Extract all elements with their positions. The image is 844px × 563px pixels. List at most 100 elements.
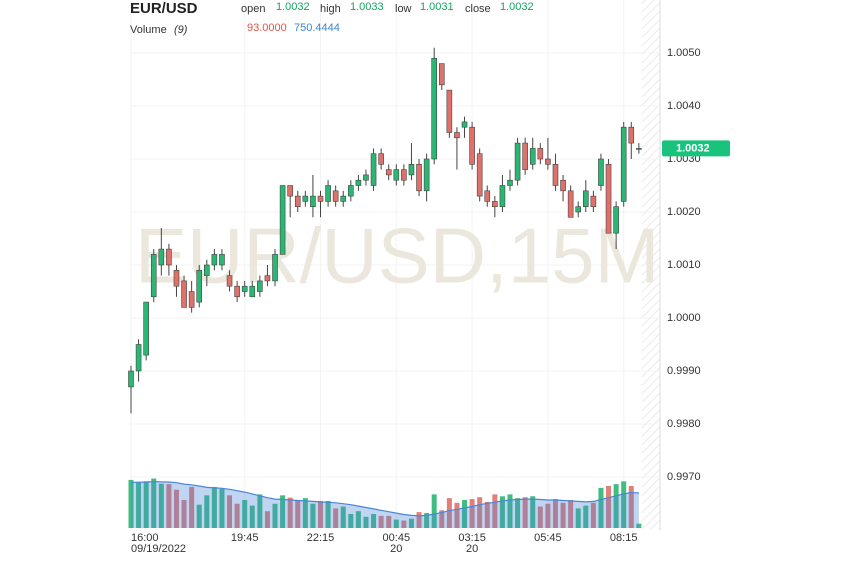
volume-bar [151,478,157,528]
volume-bar [219,488,225,528]
volume-bar [264,511,270,528]
volume-bar [136,481,142,528]
volume-bar [340,506,346,528]
candle-body [598,158,604,186]
candle-body [272,254,278,282]
candle-body [128,370,134,388]
volume-bar [492,494,498,528]
volume-bar [249,505,255,528]
candle-body [234,285,240,298]
x-date-label: 20 [466,543,478,555]
volume-bar [280,495,286,528]
volume-bar [181,500,187,528]
candle-body [529,148,536,165]
volume-bar [439,510,445,528]
volume-bar [575,508,581,528]
x-tick-label: 19:45 [231,532,259,544]
volume-bar [598,487,604,528]
low-value: 1.0031 [420,1,454,13]
volume-bar [257,494,263,528]
volume-bar [537,506,543,528]
open-label: open [241,3,265,15]
volume-bar [530,496,536,528]
volume-bar [272,503,278,528]
x-tick-label: 00:45 [383,532,411,544]
y-tick-label: 1.0040 [667,100,701,112]
volume-bar [166,484,172,528]
candle-body [196,269,203,303]
volume-bar [204,495,210,528]
candle-body [590,195,597,208]
candle-body [567,190,574,218]
y-tick-label: 0.9980 [667,418,701,430]
candle-body [620,126,627,202]
volume-bar [348,514,354,528]
open-value: 1.0032 [276,1,310,13]
candle-body [537,148,544,160]
candle-body [476,153,483,197]
volume-bar [363,516,369,528]
candle-body [401,169,407,181]
volume-ma-value: 750.4444 [294,22,340,34]
price-tag [662,140,730,157]
volume-bar [189,486,195,528]
volume-bar [196,504,202,528]
candle-body [484,190,491,202]
y-tick-label: 1.0010 [667,259,701,271]
candle-body [257,280,263,292]
volume-bar [462,500,468,528]
candle-body [173,269,180,287]
x-tick-label: 22:15 [307,532,335,544]
volume-bar [507,494,513,528]
candle-body [385,169,392,176]
close-label: close [465,3,491,15]
candle-body [143,301,149,356]
candle-body [416,164,422,192]
price-tag-label: 1.0032 [676,142,710,154]
candle-body [302,195,309,202]
volume-bar [431,494,437,528]
candle-body [560,179,566,192]
candle-body [492,201,498,207]
volume-bar [477,497,483,528]
candle-body [438,63,445,86]
candle-body [605,164,612,234]
grid [130,0,660,530]
candle-body [423,158,430,192]
volume-bar [227,495,233,528]
low-label: low [395,3,412,15]
candle-body [355,179,362,186]
volume-bar [560,502,566,528]
candle-body [507,179,513,186]
candle-body [135,344,142,372]
volume-bar [636,523,642,528]
high-value: 1.0033 [350,1,384,13]
volume-bar [628,486,634,528]
candle-body [332,190,339,202]
volume-bar [454,502,460,528]
volume-bar [484,501,490,528]
volume-bar [568,500,574,528]
candle-body [150,254,157,298]
volume-bar [446,498,452,528]
candle-body [582,190,589,208]
y-tick-label: 0.9990 [667,365,701,377]
y-tick-label: 1.0050 [667,47,701,59]
candle-body [340,195,347,202]
y-tick-label: 1.0020 [667,206,701,218]
volume-bar [393,519,399,528]
candle-body [461,121,468,128]
volume-label: Volume [130,24,167,36]
candle-body [204,264,210,276]
volume-bar [386,515,392,528]
volume-bar [515,498,521,528]
x-tick-label: 16:00 [131,532,159,544]
candle-body [363,174,369,181]
x-date-label: 09/19/2022 [131,543,186,555]
candle-body [628,126,635,144]
volume-bar [469,499,475,528]
candle-body [325,185,331,202]
volume-bar [128,479,134,528]
volume-bar [416,512,422,528]
